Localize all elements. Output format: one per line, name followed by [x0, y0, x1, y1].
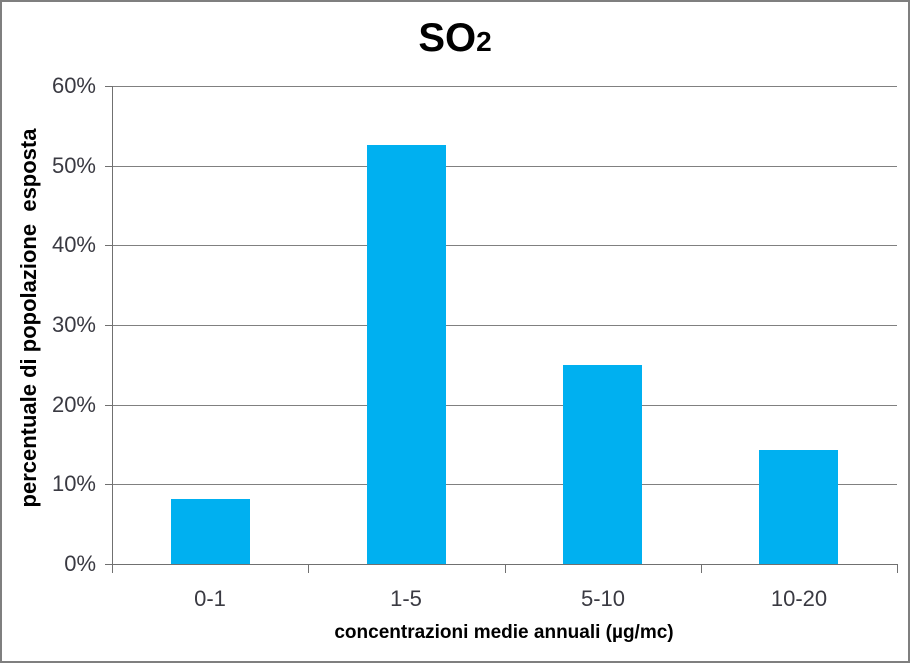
y-axis-line — [112, 86, 113, 564]
chart-title: SO2 — [2, 16, 908, 64]
gridline — [112, 405, 897, 406]
chart-title-main: SO — [418, 16, 477, 60]
y-axis-tick — [105, 405, 112, 406]
x-axis-tick — [505, 564, 506, 573]
y-tick-label: 50% — [51, 153, 96, 178]
y-tick-label: 20% — [51, 392, 96, 417]
x-tick-label-0-1: 0-1 — [194, 586, 226, 611]
bar-1-5 — [367, 145, 446, 564]
y-axis-tick — [105, 166, 112, 167]
bar-5-10 — [563, 365, 642, 564]
y-tick-label: 0% — [64, 551, 96, 576]
x-axis-tick — [308, 564, 309, 573]
x-tick-label-1-5: 1-5 — [390, 586, 422, 611]
x-axis-tick — [112, 564, 113, 573]
x-axis-tick — [701, 564, 702, 573]
x-axis-tick — [897, 564, 898, 573]
y-axis-tick — [105, 325, 112, 326]
x-axis-line — [112, 564, 897, 565]
x-tick-label-10-20: 10-20 — [770, 586, 828, 611]
gridline — [112, 245, 897, 246]
bar-10-20 — [759, 450, 838, 564]
y-tick-label: 40% — [51, 232, 96, 257]
y-axis-tick — [105, 484, 112, 485]
gridline — [112, 86, 897, 87]
y-axis-tick — [105, 245, 112, 246]
gridline — [112, 484, 897, 485]
y-tick-label: 30% — [51, 312, 96, 337]
y-axis-tick — [105, 86, 112, 87]
y-tick-label: 10% — [51, 471, 96, 496]
gridline — [112, 325, 897, 326]
bar-0-1 — [171, 499, 250, 564]
y-axis-tick — [105, 564, 112, 565]
x-axis-title: concentrazioni medie annuali (µg/mc) — [334, 622, 674, 643]
x-tick-label-5-10: 5-10 — [580, 586, 626, 611]
gridline — [112, 166, 897, 167]
chart-title-subscript: 2 — [476, 26, 492, 57]
y-tick-label: 60% — [51, 73, 96, 98]
